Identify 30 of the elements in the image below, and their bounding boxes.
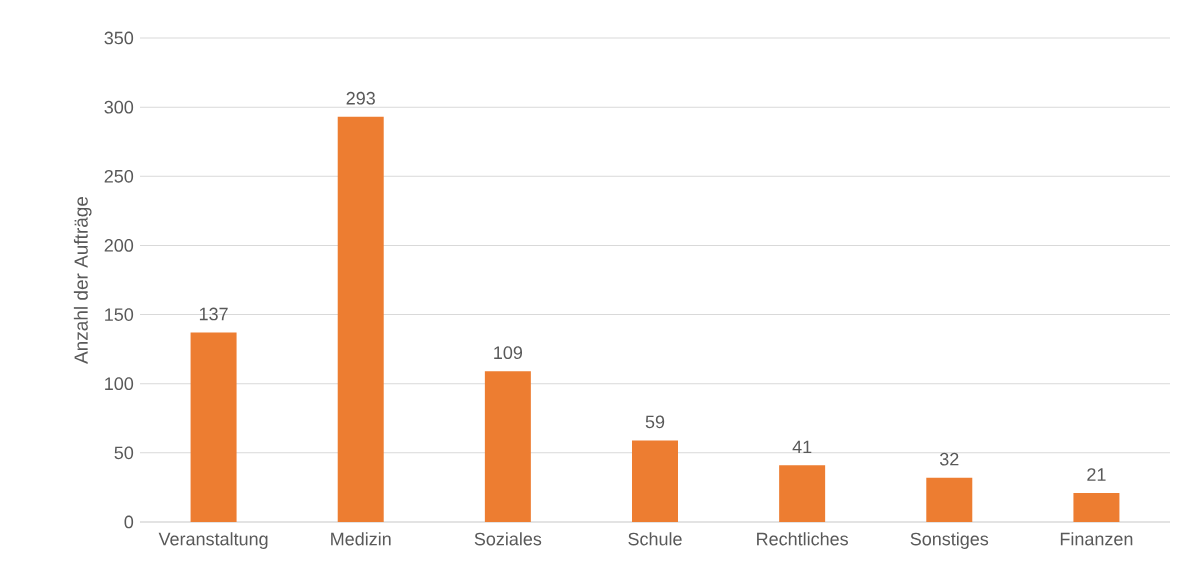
data-label: 32 [939,452,959,466]
x-tick-label: Sonstiges [910,532,989,549]
x-tick-label: Schule [628,532,682,546]
data-label: 293 [346,91,375,105]
y-tick-label: 200 [104,239,134,252]
y-tick-label: 0 [124,515,134,529]
x-tick-label: Finanzen [1060,532,1133,546]
data-label: 21 [1087,468,1106,481]
data-label: 137 [199,307,228,321]
y-tick-label: 50 [114,446,134,460]
bar [337,116,384,522]
x-tick-label: Medizin [331,532,391,546]
bar [484,371,531,522]
y-tick-label: 300 [104,100,134,114]
y-axis-title: Anzahl der Aufträge [73,196,92,364]
bar [779,465,826,522]
y-tick-label: 250 [104,169,134,183]
x-tick-label: Veranstaltung [158,532,268,549]
y-tick-label: 150 [105,308,134,321]
bar [926,477,973,522]
data-label: 41 [792,440,812,454]
y-tick-label: 350 [104,31,134,45]
bar [632,440,678,522]
data-label: 109 [494,346,523,360]
bar [1073,492,1120,522]
x-tick-label: Rechtliches [757,532,849,546]
y-tick-label: 100 [105,377,134,391]
data-label: 59 [645,415,665,429]
x-tick-label: Soziales [474,532,542,546]
bar [190,332,237,522]
